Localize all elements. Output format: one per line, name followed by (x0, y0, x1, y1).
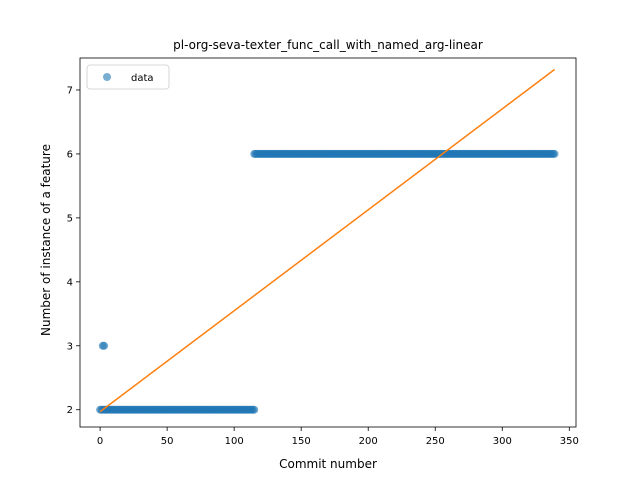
legend: data (86, 64, 170, 90)
data-point (250, 405, 259, 414)
y-tick-label: 4 (67, 277, 73, 288)
plot-area (79, 57, 577, 428)
legend-label: data (131, 73, 154, 84)
x-tick-label: 100 (225, 436, 244, 447)
chart-title: pl-org-seva-texter_func_call_with_named_… (173, 38, 483, 52)
linear-fit-line (99, 68, 556, 413)
y-axis: 2 3 4 5 6 7 (67, 85, 80, 416)
x-tick-label: 300 (493, 436, 512, 447)
x-tick-label: 200 (359, 436, 378, 447)
y-tick-label: 5 (67, 213, 73, 224)
data-series (96, 149, 559, 414)
y-tick-label: 7 (67, 85, 73, 96)
y-tick-label: 6 (67, 149, 73, 160)
legend-marker (103, 73, 111, 81)
plot-frame (79, 57, 577, 428)
y-tick-label: 2 (67, 405, 73, 416)
x-tick-label: 250 (426, 436, 445, 447)
data-point (100, 341, 109, 350)
legend-box (86, 64, 170, 90)
data-point (550, 149, 559, 158)
x-tick-label: 50 (161, 436, 174, 447)
x-tick-label: 0 (97, 436, 103, 447)
y-axis-label: Number of instance of a feature (39, 144, 53, 336)
y-tick-label: 3 (67, 341, 73, 352)
x-axis-label: Commit number (279, 457, 377, 471)
x-tick-label: 150 (292, 436, 311, 447)
x-tick-label: 350 (560, 436, 579, 447)
x-axis: 0 50 100 150 200 250 300 350 (97, 427, 579, 447)
